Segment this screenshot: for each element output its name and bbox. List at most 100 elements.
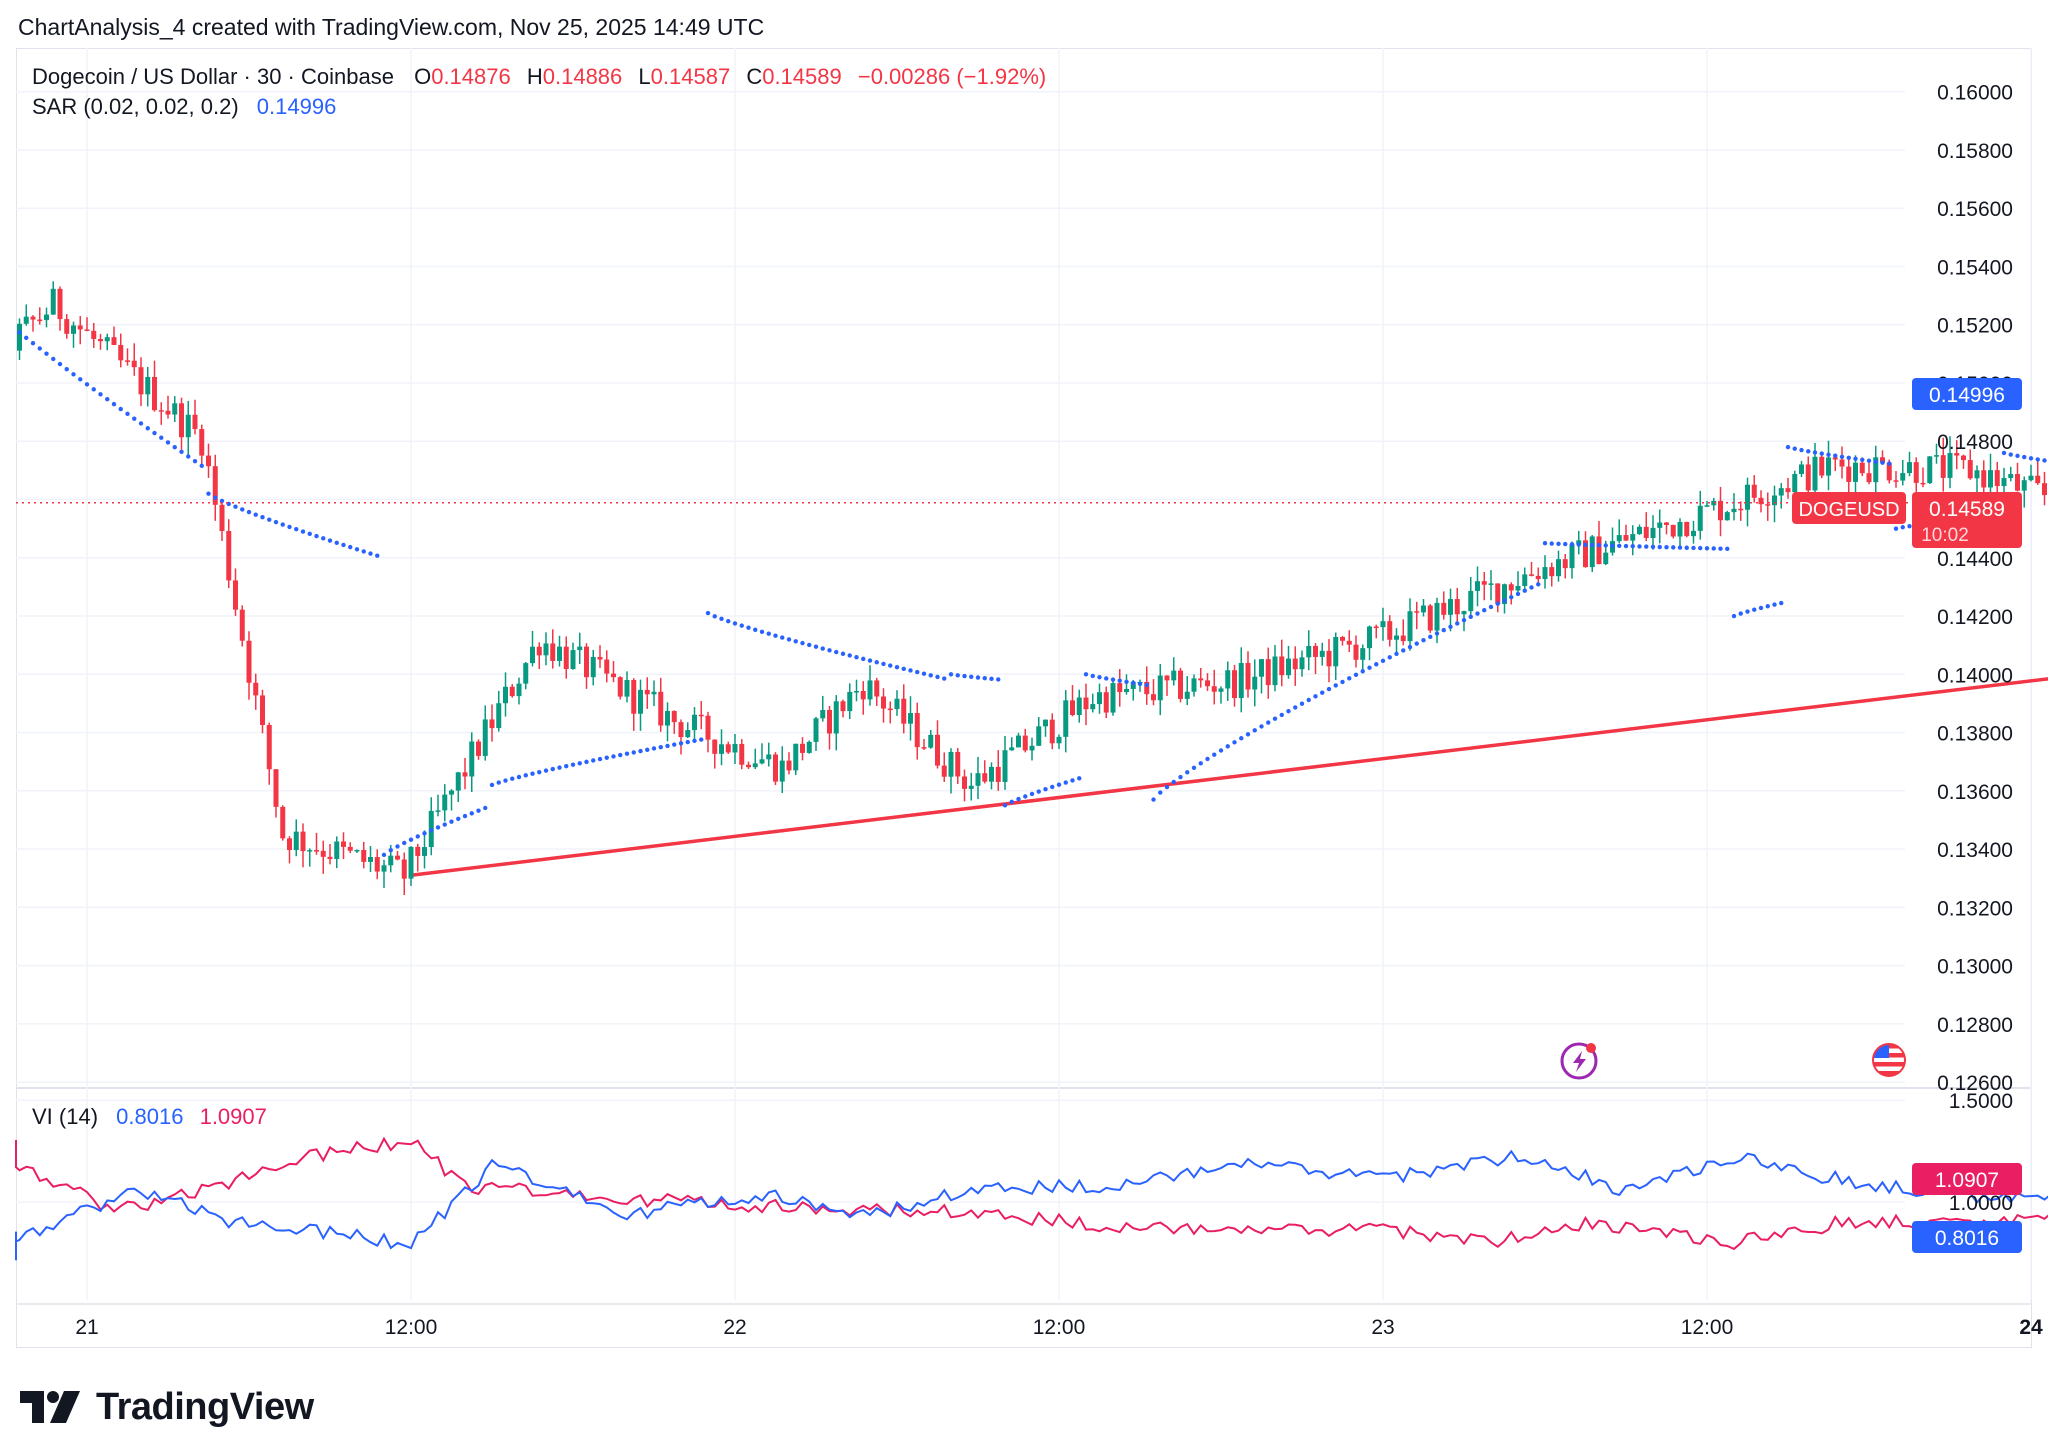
lightning-event-icon[interactable] [1560, 1042, 1598, 1080]
sar-dot [1029, 791, 1035, 797]
sar-dot [280, 522, 285, 527]
candle-body [779, 760, 785, 782]
sar-dot [172, 444, 177, 450]
sar-dot [1569, 542, 1575, 547]
candle-body [975, 773, 981, 786]
sar-dot [678, 741, 684, 746]
sar-dot [132, 416, 137, 421]
candle-body [1650, 527, 1656, 538]
sar-dot [395, 844, 400, 849]
sar-dot [658, 744, 663, 750]
tradingview-brand[interactable]: TradingView [20, 1386, 314, 1429]
candle-body [1859, 462, 1865, 474]
time-tick-label: 12:00 [1681, 1316, 1734, 1339]
candle-body [1124, 688, 1129, 693]
sar-dot [793, 639, 798, 644]
candle-body [1205, 680, 1210, 687]
high-value: 0.14886 [543, 64, 623, 89]
candle-body [1765, 504, 1771, 506]
candle-body [1151, 694, 1156, 701]
sar-dot [165, 440, 171, 445]
sar-dot [1144, 682, 1149, 688]
candle-body [800, 743, 805, 753]
candle-body [1488, 583, 1494, 585]
candle-body [1920, 482, 1926, 485]
candle-body [827, 709, 832, 734]
price-axis: 0.160000.158000.156000.154000.152000.150… [1937, 82, 2013, 1215]
candle-body [1103, 692, 1109, 713]
vi-legend: VI (14) 0.8016 1.0907 [32, 1104, 267, 1129]
sar-dot [1806, 449, 1811, 454]
candle-body [806, 741, 812, 753]
sar-dot [240, 507, 245, 512]
sar-dot [327, 538, 333, 543]
us-flag-icon[interactable] [1872, 1043, 1906, 1077]
symbol-title: Dogecoin / US Dollar · 30 · Coinbase [32, 64, 394, 89]
candle-body [1002, 750, 1008, 782]
candle-body [1535, 575, 1541, 580]
candle-body [1373, 626, 1379, 629]
candle-body [1178, 670, 1183, 699]
candle-body [671, 710, 677, 723]
sar-dot [375, 553, 380, 558]
candle-body [77, 325, 83, 330]
sar-dot [1333, 683, 1338, 688]
candle-body [719, 744, 724, 754]
sar-dot [1866, 458, 1872, 463]
candle-body [1637, 526, 1642, 535]
candle-body [469, 741, 475, 777]
candle-body [179, 403, 184, 438]
candle-body [1623, 535, 1629, 541]
sar-dot [1711, 546, 1716, 551]
vi-minus-badge: 1.0907 [1912, 1163, 2022, 1195]
candle-body [104, 337, 110, 342]
sar-dot [1299, 701, 1305, 706]
candle-body [98, 338, 103, 342]
time-tick-label: 23 [1371, 1316, 1394, 1339]
sar-dot [307, 531, 312, 537]
candle-body [2008, 473, 2014, 479]
candle-body [1603, 552, 1609, 565]
sar-dot [1320, 690, 1325, 695]
price-tick-label: 0.15400 [1937, 256, 2013, 279]
sar-dot [287, 524, 292, 530]
sar-dot [483, 805, 488, 811]
sar-dot [314, 533, 319, 539]
sar-dot [1482, 608, 1487, 613]
candle-body [64, 319, 70, 334]
sar-dot [665, 743, 670, 749]
sar-dot [179, 449, 184, 455]
sar-dot [1441, 627, 1446, 633]
price-tick-label: 0.14200 [1937, 606, 2013, 629]
sar-dot [2028, 456, 2034, 461]
candle-body [1144, 681, 1150, 695]
sar-dot [1353, 672, 1359, 677]
candle-body [408, 846, 414, 879]
candle-body [1043, 719, 1048, 727]
sar-dot [577, 761, 582, 766]
candle-body [1778, 488, 1784, 496]
sar-dot [2022, 454, 2027, 460]
candle-body [145, 376, 151, 395]
candle-body [1893, 480, 1899, 482]
sar-dot [1522, 588, 1527, 593]
candle-body [624, 679, 630, 697]
candle-body [1751, 484, 1757, 498]
candle-body [523, 663, 529, 684]
candle-body [1583, 540, 1588, 568]
candle-body [442, 794, 448, 811]
sar-dot [638, 748, 643, 754]
candle-body [1846, 466, 1852, 482]
candle-body [1286, 658, 1291, 676]
sar-dot [1502, 598, 1507, 603]
sar-dot [861, 656, 866, 662]
candle-body [1184, 691, 1190, 699]
sar-dot [44, 351, 49, 356]
vi-plus-badge: 0.8016 [1912, 1221, 2022, 1253]
sar-dot [1603, 543, 1608, 548]
sar-dot [1171, 779, 1176, 785]
vi-plus-line [15, 1149, 2048, 1261]
sar-dot [1158, 790, 1163, 795]
candle-body [381, 865, 387, 872]
